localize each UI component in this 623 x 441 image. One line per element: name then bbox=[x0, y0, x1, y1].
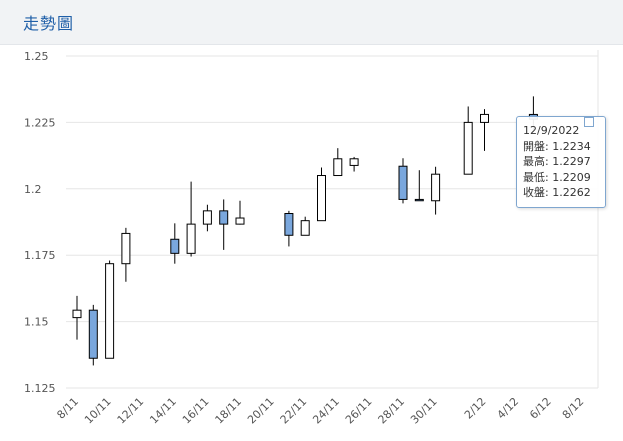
crosshair-handle-icon[interactable] bbox=[584, 117, 594, 127]
tooltip-close-value: 1.2262 bbox=[552, 186, 591, 199]
x-tick-label: 16/11 bbox=[180, 395, 212, 427]
x-tick-label: 12/11 bbox=[115, 395, 147, 427]
candle-body bbox=[219, 210, 229, 225]
candle-body bbox=[235, 217, 245, 225]
candle-body bbox=[121, 232, 131, 265]
tooltip-low-value: 1.2209 bbox=[552, 170, 591, 184]
tooltip-high: 最高: 1.2297 bbox=[523, 155, 591, 168]
candle-body bbox=[202, 210, 212, 225]
x-tick-label: 26/11 bbox=[343, 395, 375, 427]
candle-body bbox=[317, 175, 326, 222]
x-tick-label: 14/11 bbox=[147, 395, 179, 427]
x-tick-label: 8/11 bbox=[54, 395, 81, 422]
candle-body bbox=[284, 213, 294, 236]
x-tick-label: 24/11 bbox=[310, 395, 342, 427]
y-tick-label: 1.175 bbox=[24, 249, 56, 262]
y-tick-label: 1.125 bbox=[24, 382, 56, 395]
x-tick-label: 20/11 bbox=[245, 395, 277, 427]
x-tick-label: 18/11 bbox=[213, 395, 245, 427]
y-tick-label: 1.15 bbox=[24, 316, 49, 329]
candle-body bbox=[300, 220, 310, 236]
candle-body bbox=[398, 165, 408, 200]
candle-body bbox=[349, 158, 359, 166]
candle-body bbox=[170, 238, 180, 254]
candles bbox=[72, 96, 538, 366]
x-tick-label: 6/12 bbox=[527, 395, 554, 422]
y-tick-label: 1.2 bbox=[24, 183, 42, 196]
tooltip-low: 最低: 1.2209 bbox=[523, 170, 591, 184]
tooltip-high-label: 最高 bbox=[523, 155, 545, 168]
x-axis-ticks: 8/11 10/11 12/11 14/11 16/11 18/11 20/11 22/11 2… bbox=[54, 395, 586, 427]
tooltip-low-label: 最低 bbox=[523, 170, 545, 184]
candle-body bbox=[414, 198, 424, 202]
x-tick-label: 4/12 bbox=[495, 395, 522, 422]
data-tooltip: 12/9/2022 開盤: 1.2234 最高: 1.2297 最低: 1.22… bbox=[516, 116, 606, 208]
candle-body bbox=[463, 121, 473, 175]
tooltip-close-label: 收盤 bbox=[523, 186, 545, 199]
candle-body bbox=[480, 113, 489, 123]
tooltip-high-value: 1.2297 bbox=[552, 155, 591, 168]
x-tick-label: 2/12 bbox=[462, 395, 489, 422]
tooltip-open-value: 1.2234 bbox=[552, 139, 591, 153]
x-tick-label: 10/11 bbox=[82, 395, 114, 427]
y-tick-label: 1.225 bbox=[24, 116, 56, 129]
x-tick-label: 30/11 bbox=[408, 395, 440, 427]
chart-header: 走勢圖 bbox=[0, 0, 623, 45]
tooltip-close: 收盤: 1.2262 bbox=[523, 186, 591, 199]
tooltip-open-label: 開盤 bbox=[523, 139, 545, 153]
candle-body bbox=[105, 263, 115, 359]
candle-body bbox=[72, 309, 82, 319]
candle-body bbox=[431, 173, 441, 202]
tooltip-date: 12/9/2022 bbox=[523, 124, 580, 137]
x-tick-label: 28/11 bbox=[376, 395, 408, 427]
candle-body bbox=[186, 223, 196, 254]
tooltip-open: 開盤: 1.2234 bbox=[523, 139, 591, 153]
gridlines bbox=[66, 50, 599, 389]
y-tick-label: 1.25 bbox=[24, 50, 49, 63]
x-tick-label: 22/11 bbox=[278, 395, 310, 427]
candle-body bbox=[333, 158, 343, 177]
candle-body bbox=[88, 309, 98, 359]
y-axis-ticks: 1.25 1.225 1.2 1.175 1.15 1.125 bbox=[24, 50, 56, 395]
x-tick-label: 8/12 bbox=[560, 395, 587, 422]
chart-title: 走勢圖 bbox=[23, 14, 75, 33]
